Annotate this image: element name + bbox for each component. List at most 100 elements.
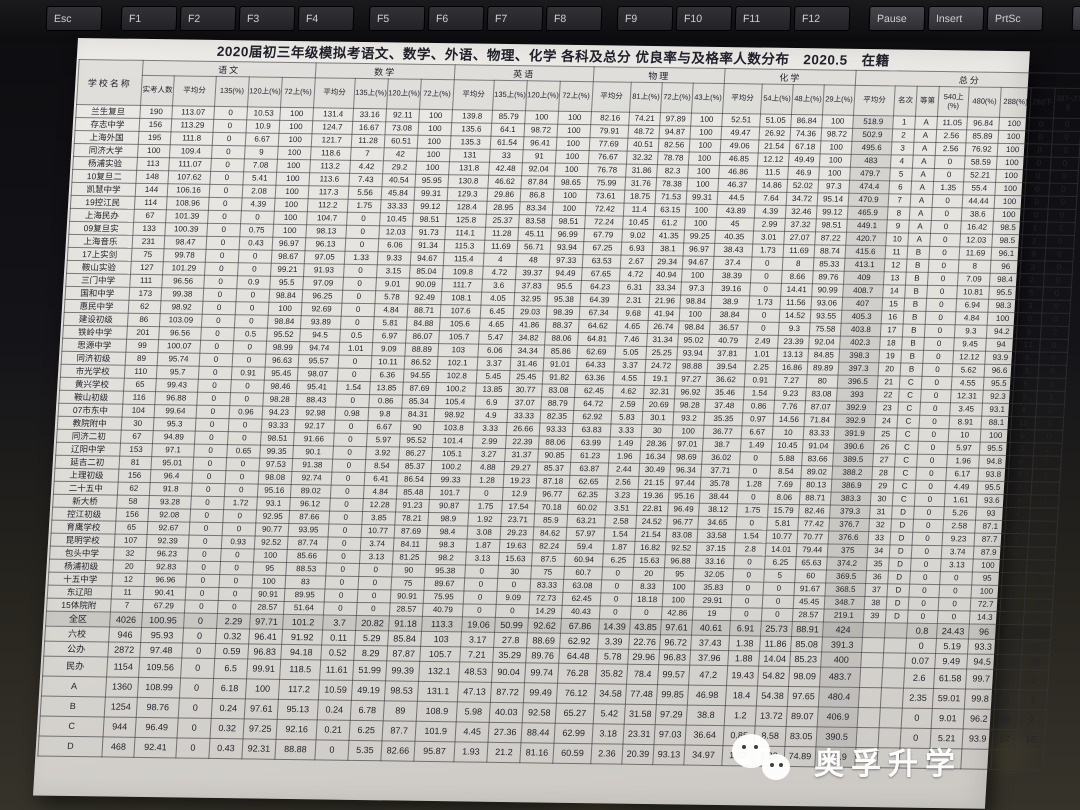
table-cell: 56.71 <box>517 240 551 255</box>
table-cell: 3.7 <box>322 614 357 631</box>
table-cell: 99.78 <box>163 248 207 263</box>
table-cell: 36.62 <box>706 373 746 387</box>
school-name-cell: 控江初级 <box>51 507 117 522</box>
key-insert: Insert <box>927 6 985 31</box>
table-cell: 98.51 <box>260 432 295 446</box>
table-cell: 95.38 <box>424 564 466 578</box>
table-cell: 89 <box>383 700 418 722</box>
table-cell: 96.1 <box>991 247 1022 261</box>
table-cell: 0 <box>207 210 242 224</box>
table-cell: 0 <box>219 561 254 575</box>
table-cell: 49.49 <box>788 153 821 167</box>
table-cell: 9.09 <box>371 342 406 357</box>
table-cell: 77.42 <box>797 517 830 532</box>
table-cell: 75.99 <box>586 176 626 191</box>
table-cell: 64.48 <box>558 648 598 664</box>
table-cell: 0 <box>1051 144 1080 158</box>
table-cell: 16.86 <box>776 361 808 375</box>
table-cell: 46.85 <box>719 152 759 166</box>
table-cell: 100 <box>268 302 302 316</box>
table-cell: 383.3 <box>830 492 872 506</box>
table-cell: 11.05 <box>936 116 968 130</box>
table-cell: 1.54 <box>735 529 767 544</box>
table-cell: 63.15 <box>654 203 687 217</box>
table-cell: 60.94 <box>564 553 604 567</box>
table-cell: 97.53 <box>258 458 293 472</box>
column-header: 120上(%) <box>386 78 422 110</box>
table-body: 兰生复旦 190 113.07 0 10.53 100 131.4 33.16 92.11 100… <box>37 104 1080 771</box>
table-cell: 72.7 <box>970 598 1002 612</box>
table-cell: 96.97 <box>683 242 715 257</box>
table-cell: 7 <box>1007 481 1032 495</box>
table-cell: 39.16 <box>711 282 751 296</box>
table-cell: 1 <box>1037 377 1067 392</box>
table-cell: 0.9 <box>236 275 271 290</box>
table-cell: 9.01 <box>931 708 965 729</box>
table-cell: 6.9 <box>474 396 509 410</box>
table-cell: 65 <box>115 521 148 535</box>
table-cell: 101.2 <box>282 614 324 630</box>
table-cell: 33.58 <box>697 529 736 543</box>
key-delete: Delete <box>1071 6 1080 31</box>
table-cell: 1.92 <box>467 513 502 527</box>
school-name-cell: 辽阳中学 <box>55 442 121 457</box>
table-cell: 0 <box>357 589 392 603</box>
column-header: 43上(%) <box>691 83 725 114</box>
table-cell: 47.2 <box>688 665 728 686</box>
school-name-cell: 兰生复旦 <box>75 104 141 119</box>
table-cell: 2 <box>1033 442 1063 457</box>
table-cell: 92.3 <box>982 390 1014 404</box>
table-cell: 67.65 <box>581 267 621 282</box>
school-name-cell: 上海外国 <box>74 130 140 145</box>
table-cell: 95.14 <box>817 192 849 207</box>
table-cell: 88.89 <box>404 343 439 357</box>
table-cell: 93.06 <box>810 296 843 311</box>
table-cell: 0 <box>749 282 782 297</box>
table-cell: 127 <box>130 261 164 275</box>
table-cell: 83.08 <box>666 528 698 543</box>
table-cell: 0 <box>326 550 361 564</box>
table-cell: 75 <box>530 565 565 580</box>
table-cell: 16 <box>881 310 905 325</box>
table-cell: 15.63 <box>498 552 533 566</box>
table-cell: 6.93 <box>621 242 653 256</box>
table-cell: 65.27 <box>555 703 595 724</box>
table-cell: 76.78 <box>587 163 627 178</box>
table-cell: 35.78 <box>700 477 739 491</box>
table-cell: 98.39 <box>546 306 581 320</box>
table-cell: 0 <box>495 604 530 618</box>
table-cell: 26.66 <box>506 422 541 436</box>
table-cell: 6 <box>888 180 912 195</box>
table-cell: 84.85 <box>807 348 840 363</box>
table-cell: 3 <box>994 689 1020 710</box>
table-cell: 88.79 <box>540 397 575 411</box>
table-cell: 100 <box>418 122 452 136</box>
table-cell: 83.08 <box>805 387 838 402</box>
table-cell: B <box>906 259 930 273</box>
table-cell: 5.81 <box>766 517 799 531</box>
table-cell: 94.67 <box>682 255 715 270</box>
table-cell: 33.16 <box>695 555 735 569</box>
table-cell: 0 <box>750 269 783 284</box>
table-cell: 0 <box>925 311 956 325</box>
table-cell: 87.22 <box>814 231 847 246</box>
table-cell: 94.8 <box>978 455 1010 469</box>
table-cell: 3 <box>1020 260 1046 275</box>
table-cell: 42.86 <box>661 606 694 621</box>
table-cell <box>883 637 907 654</box>
table-cell: 1.96 <box>946 454 980 469</box>
table-cell: 60.7 <box>563 566 603 580</box>
column-header: 平均分 <box>591 81 632 113</box>
table-cell: 97.61 <box>244 698 279 720</box>
table-cell: 21.96 <box>648 294 681 308</box>
table-cell: 88.53 <box>285 562 327 577</box>
table-cell: 15 <box>882 297 905 312</box>
table-cell: 6.25 <box>764 556 797 570</box>
table-cell: 87.7 <box>382 720 417 742</box>
table-cell: 2.58 <box>604 514 637 529</box>
table-cell: 101.4 <box>432 434 474 449</box>
school-name-cell: 延吉二初 <box>54 455 120 470</box>
table-cell: 1 <box>1029 507 1059 522</box>
table-cell: 0 <box>328 511 363 525</box>
table-cell: 0 <box>204 262 239 276</box>
